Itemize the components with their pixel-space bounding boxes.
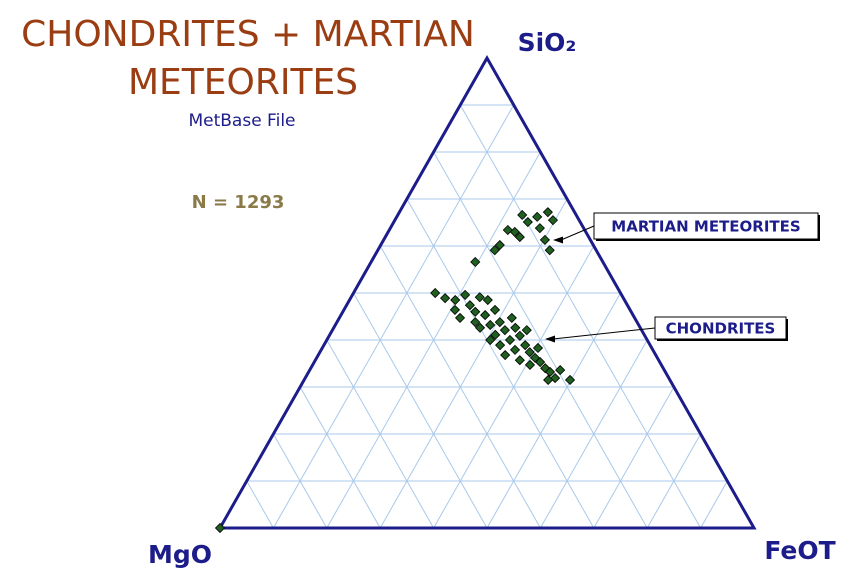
chart-title: CHONDRITES + MARTIAN [21,14,475,55]
data-point [539,234,551,245]
data-point [495,340,506,351]
data-point [470,256,481,268]
label-arrow [560,225,595,241]
grid-line [539,339,648,529]
data-point [480,310,491,321]
data-point [543,374,554,386]
label-box [593,212,819,240]
data-point [485,334,496,346]
data-point [470,317,481,328]
data-point [464,300,475,311]
label-arrow [552,327,656,340]
data-point [532,342,544,354]
data-point [524,359,536,370]
axis-label: FeOT [764,536,835,565]
data-point [517,209,528,221]
data-point [514,330,525,341]
data-point [564,374,576,386]
data-point [450,294,461,306]
annotation: N = 1293 [192,192,285,213]
data-point [547,215,559,226]
grid-line [486,292,621,529]
data-point [474,292,485,303]
data-point [502,224,513,236]
series [470,207,559,268]
data-point [544,245,555,256]
series [214,287,576,534]
data-point [485,319,496,331]
data-point [449,304,461,315]
data-point [504,334,516,346]
data-point [514,355,525,366]
data-point [482,294,493,306]
chart-title: METEORITES [128,62,358,103]
arrow-head [553,236,563,244]
data-point [544,366,556,378]
data-point [470,306,481,317]
data-point [489,245,500,256]
data-point [454,312,466,323]
data-point [500,349,511,361]
data-point [474,322,486,333]
data-point [514,232,525,243]
data-point [460,289,471,300]
data-point [534,223,545,234]
data-point [440,293,451,304]
data-point [520,340,531,351]
data-point [509,344,521,355]
axis-label: SiO₂ [518,28,577,57]
chart-subtitle: MetBase File [188,111,295,131]
data-point [214,522,226,534]
data-point [522,216,533,228]
arrow-head [545,335,555,343]
data-point [489,304,501,315]
grid-line [299,386,381,529]
data-point [430,287,441,299]
grid-line [700,480,728,529]
data-point [506,312,517,323]
data-point [494,239,505,251]
data-point [532,211,543,222]
data-point [535,357,546,368]
grid-line [646,433,702,529]
grid-line [379,198,568,529]
data-point [521,325,532,336]
data-point [524,347,535,358]
data-point [499,325,510,336]
data-point [494,317,505,328]
legend-label: MARTIAN METEORITES [611,218,800,236]
grid-line [272,104,515,529]
grid-line [272,433,328,529]
data-point [510,322,521,333]
data-point [555,365,566,376]
legend-label: CHONDRITES [666,320,776,338]
grid-line [246,480,274,529]
axis-label: MgO [148,540,212,569]
data-point [542,207,553,218]
grid-line [593,386,675,529]
ternary-frame [217,54,757,530]
grid-line [326,339,435,529]
grid-line [353,292,488,529]
grid-line [459,104,702,529]
grid-line [406,198,595,529]
data-point [490,329,501,340]
